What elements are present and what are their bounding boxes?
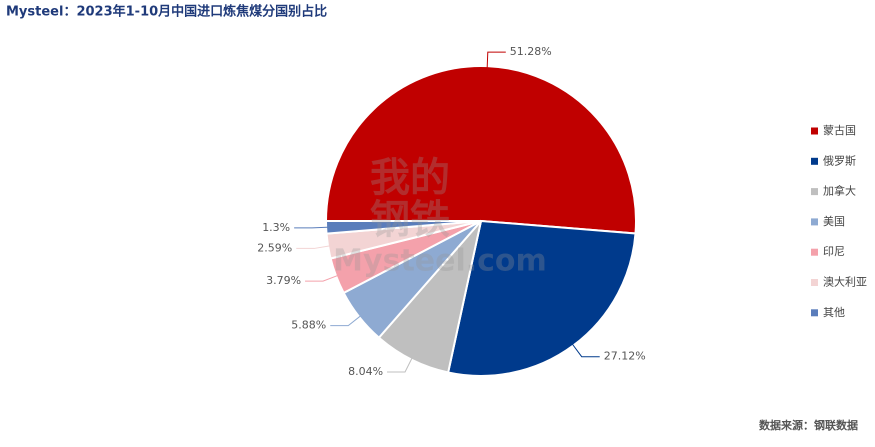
- leader-line: [387, 355, 414, 373]
- legend-label: 俄罗斯: [823, 154, 856, 167]
- leader-line: [294, 226, 331, 229]
- legend-swatch: [811, 309, 818, 317]
- legend-label: 印尼: [823, 245, 845, 258]
- watermark: Mysteel.com: [333, 244, 547, 279]
- data-label: 5.88%: [291, 319, 326, 332]
- watermark: 钢铁: [370, 197, 450, 243]
- data-label: 8.04%: [348, 365, 383, 378]
- legend-label: 澳大利亚: [823, 275, 867, 289]
- legend-swatch: [811, 188, 818, 196]
- data-label: 51.28%: [510, 45, 552, 58]
- data-label: 2.59%: [257, 241, 292, 254]
- legend-label: 加拿大: [823, 184, 856, 198]
- legend-label: 其他: [823, 306, 845, 319]
- data-label: 3.79%: [266, 274, 301, 287]
- source: 数据来源：钢联数据: [759, 418, 858, 432]
- watermark: 我的: [370, 155, 450, 201]
- legend-swatch: [811, 157, 818, 165]
- legend-swatch: [811, 127, 818, 135]
- leader-line: [305, 274, 341, 282]
- data-label: 1.3%: [262, 221, 290, 234]
- leader-line: [486, 51, 506, 71]
- legend-label: 美国: [823, 215, 845, 228]
- leader-line: [330, 314, 363, 327]
- legend-label: 蒙古国: [823, 124, 856, 137]
- data-label: 27.12%: [604, 350, 646, 363]
- legend-swatch: [811, 218, 818, 226]
- leader-line: [296, 245, 333, 249]
- chart-title: Mysteel：2023年1-10月中国进口炼焦煤分国别占比: [6, 4, 327, 20]
- legend-swatch: [811, 248, 818, 256]
- leader-line: [570, 341, 600, 358]
- legend-swatch: [811, 279, 818, 286]
